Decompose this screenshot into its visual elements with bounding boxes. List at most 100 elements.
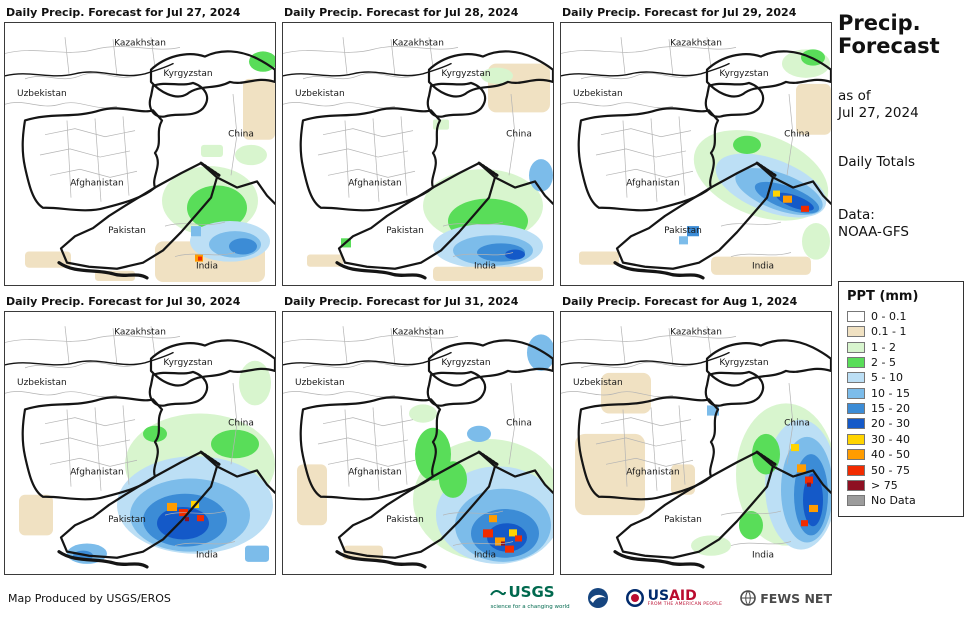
legend-label: 2 - 5 xyxy=(871,355,896,369)
label-uzbekistan: Uzbekistan xyxy=(17,89,67,99)
legend-label: No Data xyxy=(871,494,916,508)
fewsnet-label: FEWS NET xyxy=(760,590,832,606)
usaid-tagline: FROM THE AMERICAN PEOPLE xyxy=(647,601,723,607)
label-kazakhstan: Kazakhstan xyxy=(392,327,444,337)
legend-swatch xyxy=(847,495,865,507)
legend-row: 0 - 0.1 xyxy=(847,309,955,324)
legend-title: PPT (mm) xyxy=(847,288,919,304)
label-china: China xyxy=(784,130,810,140)
map-box: Kazakhstan Uzbekistan Kyrgyzstan China A… xyxy=(4,311,276,575)
panel-title: Daily Precip. Forecast for Jul 28, 2024 xyxy=(284,6,519,19)
label-pakistan: Pakistan xyxy=(386,226,424,236)
legend-label: 10 - 15 xyxy=(871,386,910,400)
forecast-panel-jul27: Daily Precip. Forecast for Jul 27, 2024 … xyxy=(4,6,276,286)
label-kazakhstan: Kazakhstan xyxy=(670,327,722,337)
legend-row: No Data xyxy=(847,493,955,508)
usaid-emblem-icon xyxy=(625,589,644,608)
label-kyrgyzstan: Kyrgyzstan xyxy=(719,69,768,79)
usaid-logo: USAID FROM THE AMERICAN PEOPLE xyxy=(625,587,723,608)
label-china: China xyxy=(228,419,254,429)
usgs-label: USGS xyxy=(508,583,555,602)
legend: PPT (mm) 0 - 0.1 0.1 - 1 1 - 2 2 - 5 5 -… xyxy=(838,280,964,517)
footer-logos: USGS science for a changing world USAID … xyxy=(490,585,832,611)
legend-label: > 75 xyxy=(871,479,898,493)
label-uzbekistan: Uzbekistan xyxy=(17,378,67,388)
label-uzbekistan: Uzbekistan xyxy=(295,378,345,388)
legend-row: 2 - 5 xyxy=(847,355,955,370)
label-kyrgyzstan: Kyrgyzstan xyxy=(719,358,768,368)
legend-row: 1 - 2 xyxy=(847,339,955,354)
legend-label: 40 - 50 xyxy=(871,448,910,462)
label-china: China xyxy=(506,130,532,140)
daily-totals-text: Daily Totals xyxy=(838,153,916,170)
label-afghanistan: Afghanistan xyxy=(626,178,680,188)
legend-row: 20 - 30 xyxy=(847,416,955,431)
legend-row: 5 - 10 xyxy=(847,370,955,385)
legend-label: 0 - 0.1 xyxy=(871,309,907,323)
forecast-panel-jul28: Daily Precip. Forecast for Jul 28, 2024 … xyxy=(282,6,554,286)
fewsnet-globe-icon xyxy=(740,590,757,607)
legend-row: 15 - 20 xyxy=(847,401,955,416)
legend-row: 0.1 - 1 xyxy=(847,324,955,339)
usgs-wave-icon xyxy=(490,589,507,596)
legend-swatch xyxy=(847,433,865,445)
label-pakistan: Pakistan xyxy=(108,515,146,525)
legend-label: 1 - 2 xyxy=(871,340,896,354)
legend-swatch xyxy=(847,418,865,430)
legend-row: 50 - 75 xyxy=(847,462,955,477)
label-kazakhstan: Kazakhstan xyxy=(392,38,444,48)
footer-credit: Map Produced by USGS/EROS xyxy=(8,591,171,605)
legend-swatch xyxy=(847,449,865,461)
legend-swatch xyxy=(847,326,865,338)
label-kyrgyzstan: Kyrgyzstan xyxy=(441,358,490,368)
legend-swatch xyxy=(847,387,865,399)
legend-row: 30 - 40 xyxy=(847,432,955,447)
label-china: China xyxy=(784,419,810,429)
label-india: India xyxy=(474,551,496,561)
label-kyrgyzstan: Kyrgyzstan xyxy=(163,69,212,79)
legend-label: 30 - 40 xyxy=(871,432,910,446)
label-pakistan: Pakistan xyxy=(664,226,702,236)
legend-label: 20 - 30 xyxy=(871,417,910,431)
label-kyrgyzstan: Kyrgyzstan xyxy=(441,69,490,79)
legend-swatch xyxy=(847,464,865,476)
label-china: China xyxy=(228,130,254,140)
legend-swatch xyxy=(847,480,865,492)
label-china: China xyxy=(506,419,532,429)
label-india: India xyxy=(474,262,496,272)
label-kazakhstan: Kazakhstan xyxy=(114,327,166,337)
legend-label: 15 - 20 xyxy=(871,402,910,416)
map-grid: Daily Precip. Forecast for Jul 27, 2024 … xyxy=(4,6,834,575)
as-of-text: as of Jul 27, 2024 xyxy=(838,88,919,122)
legend-label: 5 - 10 xyxy=(871,371,903,385)
precip-map: Kazakhstan Uzbekistan Kyrgyzstan China A… xyxy=(561,325,831,569)
label-uzbekistan: Uzbekistan xyxy=(573,89,623,99)
map-box: Kazakhstan Uzbekistan Kyrgyzstan China A… xyxy=(282,311,554,575)
label-pakistan: Pakistan xyxy=(386,515,424,525)
legend-row: 40 - 50 xyxy=(847,447,955,462)
legend-swatch xyxy=(847,403,865,415)
panel-title: Daily Precip. Forecast for Aug 1, 2024 xyxy=(562,295,798,308)
usaid-us-label: US xyxy=(647,587,670,604)
legend-label: 0.1 - 1 xyxy=(871,325,907,339)
page-title: Precip. Forecast xyxy=(838,11,940,59)
panel-title: Daily Precip. Forecast for Jul 31, 2024 xyxy=(284,295,519,308)
label-afghanistan: Afghanistan xyxy=(626,467,680,477)
usaid-aid-label: AID xyxy=(669,587,697,604)
label-uzbekistan: Uzbekistan xyxy=(573,378,623,388)
precip-map: Kazakhstan Uzbekistan Kyrgyzstan China A… xyxy=(283,36,553,281)
noaa-logo xyxy=(587,588,608,609)
label-kazakhstan: Kazakhstan xyxy=(670,38,722,48)
legend-swatch xyxy=(847,310,865,322)
label-pakistan: Pakistan xyxy=(108,226,146,236)
map-box: Kazakhstan Uzbekistan Kyrgyzstan China A… xyxy=(560,311,832,575)
legend-row: > 75 xyxy=(847,478,955,493)
panel-title: Daily Precip. Forecast for Jul 27, 2024 xyxy=(6,6,241,19)
panel-title: Daily Precip. Forecast for Jul 30, 2024 xyxy=(6,295,241,308)
precip-map: Kazakhstan Uzbekistan Kyrgyzstan China A… xyxy=(5,325,275,569)
usgs-tagline: science for a changing world xyxy=(490,604,570,611)
footer: Map Produced by USGS/EROS USGS science f… xyxy=(8,585,832,611)
data-source-text: Data: NOAA-GFS xyxy=(838,206,909,240)
usgs-logo: USGS science for a changing world xyxy=(490,585,569,611)
